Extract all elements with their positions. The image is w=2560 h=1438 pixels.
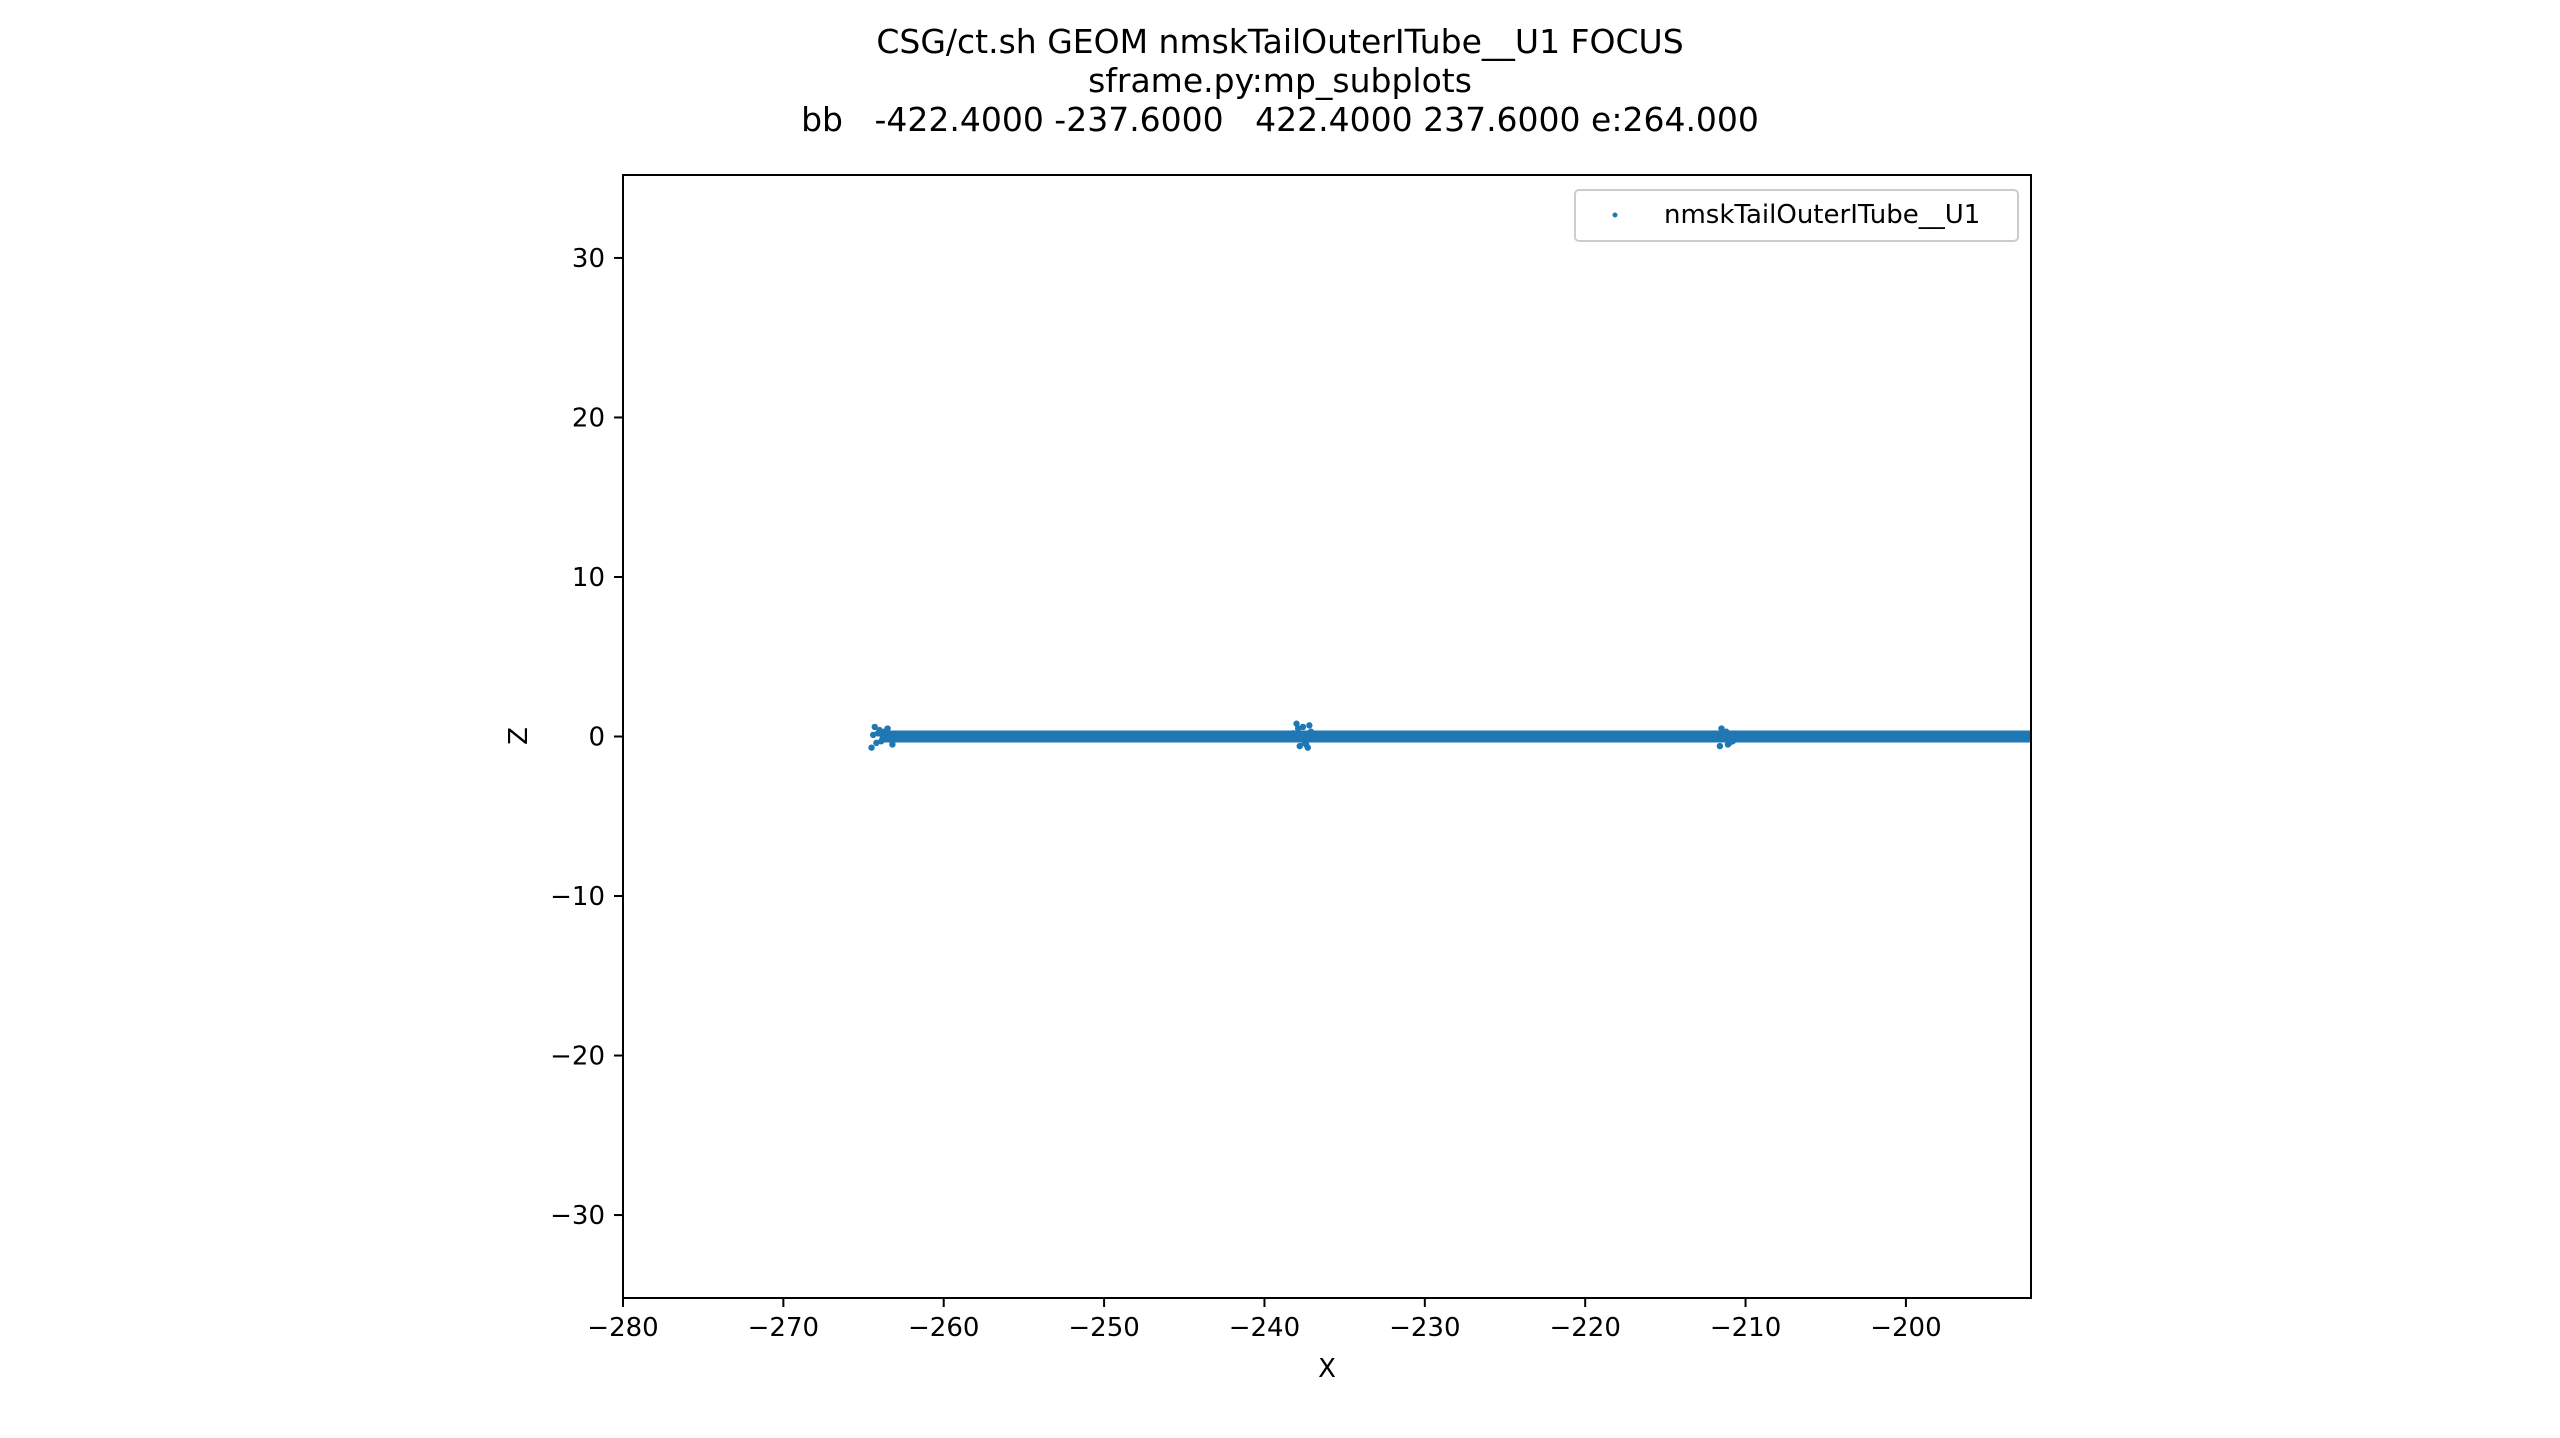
data-point: [1296, 742, 1303, 750]
title-line-3: bb -422.4000 -237.6000 422.4000 237.6000…: [801, 100, 1759, 139]
y-tick-label: 30: [572, 244, 605, 274]
data-point: [877, 738, 885, 745]
data-point: [1294, 725, 1302, 732]
data-point: [871, 723, 878, 731]
chart-title: CSG/ct.sh GEOM nmskTailOuterITube__U1 FO…: [0, 22, 2560, 139]
data-point: [884, 725, 891, 732]
x-tick-label: −260: [908, 1313, 979, 1343]
series-band: [879, 730, 2031, 743]
x-tick-label: −230: [1389, 1313, 1460, 1343]
data-point: [1307, 728, 1315, 735]
x-tick-label: −280: [587, 1313, 658, 1343]
data-point: [1729, 738, 1736, 745]
data-point: [1290, 730, 1297, 737]
data-point: [868, 744, 875, 751]
x-tick-label: −250: [1068, 1313, 1139, 1343]
legend-box: [1574, 189, 2019, 242]
x-tick-label: −240: [1229, 1313, 1300, 1343]
x-axis-label: X: [1318, 1354, 1336, 1384]
data-point: [889, 741, 896, 748]
data-point: [874, 730, 882, 737]
x-tick-label: −210: [1710, 1313, 1781, 1343]
y-tick-label: 20: [572, 403, 605, 433]
y-tick-label: 10: [572, 563, 605, 593]
data-point: [873, 739, 880, 747]
data-point: [1301, 739, 1308, 747]
data-point: [869, 731, 877, 739]
x-axis-ticks: −280 −270 −260 −250 −240 −230 −220 −210 −200: [587, 1298, 1942, 1343]
data-point: [1718, 725, 1725, 732]
y-tick-label: −30: [550, 1201, 605, 1231]
y-axis-label: Z: [504, 727, 534, 745]
title-line-2: sframe.py:mp_subplots: [1088, 61, 1472, 100]
data-point: [1719, 731, 1727, 739]
x-tick-label: −200: [1870, 1313, 1941, 1343]
plot-marks: [868, 720, 2031, 751]
legend: nmskTailOuterITube__U1: [1574, 189, 2019, 242]
y-axis-ticks: 30 20 10 0 −10 −20 −30: [550, 244, 623, 1231]
y-tick-label: −20: [550, 1042, 605, 1072]
legend-marker: [1612, 212, 1618, 218]
data-point: [1716, 742, 1724, 750]
data-point: [1724, 741, 1732, 748]
data-point: [1306, 722, 1313, 729]
y-tick-label: −10: [550, 882, 605, 912]
legend-label: nmskTailOuterITube__U1: [1664, 200, 1980, 230]
data-point: [1304, 744, 1311, 751]
x-tick-label: −270: [748, 1313, 819, 1343]
data-point: [1299, 723, 1307, 731]
y-tick-label: 0: [588, 723, 605, 753]
title-line-1: CSG/ct.sh GEOM nmskTailOuterITube__U1 FO…: [876, 22, 1684, 61]
x-tick-label: −220: [1549, 1313, 1620, 1343]
